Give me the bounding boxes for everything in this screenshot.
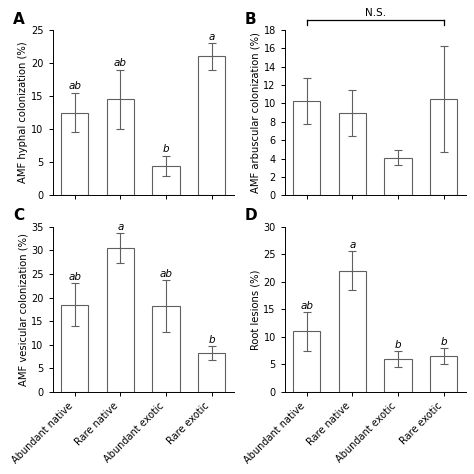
Y-axis label: Root lesions (%): Root lesions (%) [251,269,261,349]
Bar [198,353,225,392]
Bar [152,165,180,195]
Bar [293,331,320,392]
Y-axis label: AMF vesicular colonization (%): AMF vesicular colonization (%) [18,233,28,386]
Bar [293,100,320,195]
Bar [107,248,134,392]
Bar [339,113,366,195]
Text: a: a [349,240,356,250]
Text: ab: ab [159,269,173,279]
Bar [384,359,412,392]
Text: b: b [395,339,401,349]
Y-axis label: AMF hyphal colonization (%): AMF hyphal colonization (%) [18,42,28,183]
Text: a: a [117,222,123,232]
Text: b: b [440,337,447,347]
Bar [61,113,88,195]
Text: b: b [163,145,169,155]
Bar [430,356,457,392]
Text: C: C [13,208,24,223]
Text: B: B [245,12,257,27]
Text: N.S.: N.S. [365,9,386,18]
Bar [61,305,88,392]
Y-axis label: AMF arbuscular colonization (%): AMF arbuscular colonization (%) [251,32,261,193]
Text: ab: ab [300,301,313,311]
Bar [430,99,457,195]
Bar [339,271,366,392]
Text: b: b [208,335,215,345]
Text: a: a [209,32,215,42]
Text: ab: ab [68,81,81,91]
Text: ab: ab [68,273,81,283]
Text: ab: ab [114,58,127,68]
Bar [107,100,134,195]
Bar [198,56,225,195]
Bar [384,158,412,195]
Text: A: A [13,12,25,27]
Bar [152,306,180,392]
Text: D: D [245,208,258,223]
